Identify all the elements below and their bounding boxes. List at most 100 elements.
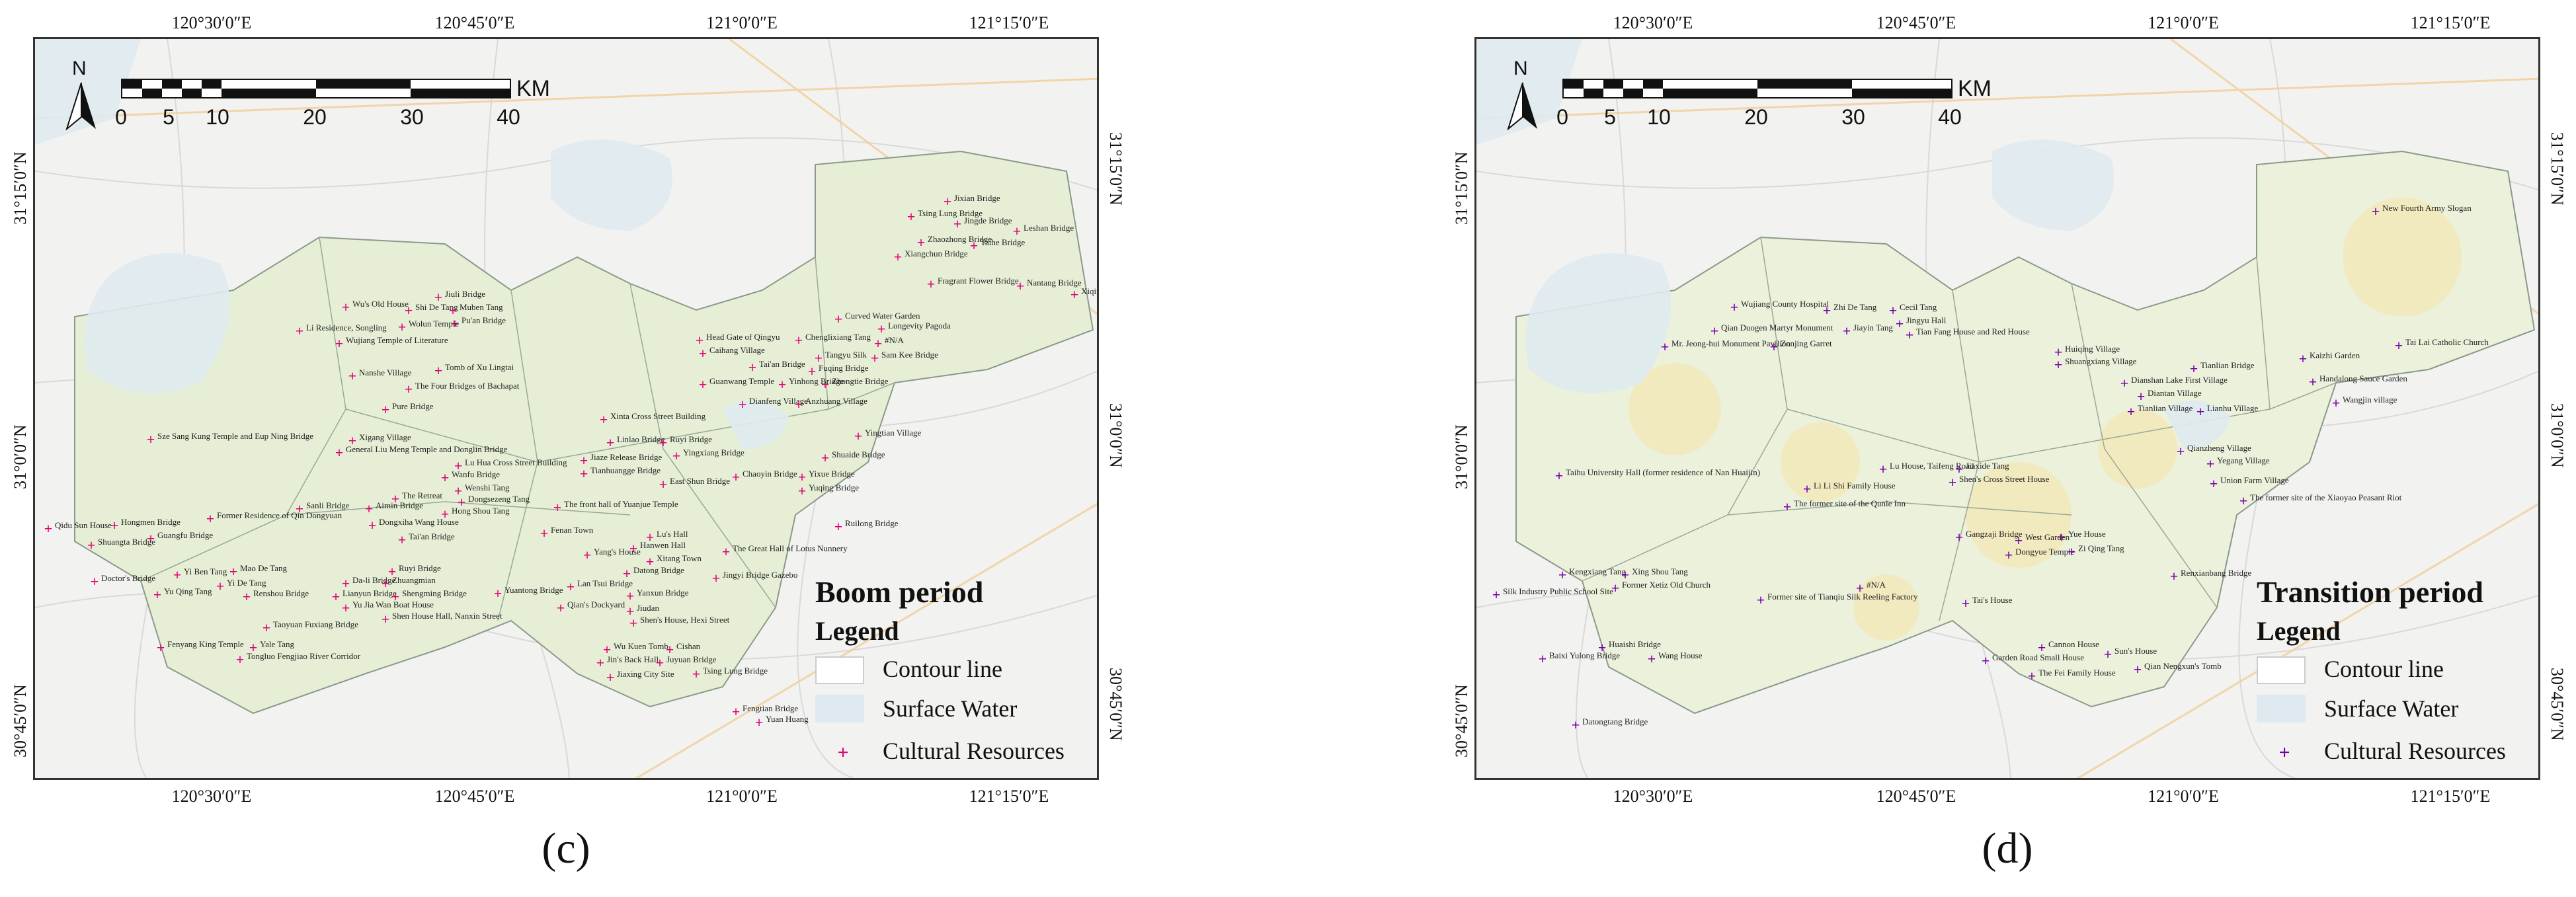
site-marker-icon[interactable]: + (457, 494, 466, 510)
site-marker-icon[interactable]: + (1783, 498, 1792, 515)
site-marker-icon[interactable]: + (672, 448, 681, 464)
site-marker-icon[interactable]: + (440, 469, 450, 486)
site-marker-icon[interactable]: + (778, 376, 787, 393)
site-marker-icon[interactable]: + (229, 563, 238, 580)
site-marker-icon[interactable]: + (110, 517, 119, 533)
site-marker-icon[interactable]: + (1611, 580, 1620, 596)
site-marker-icon[interactable]: + (834, 311, 843, 327)
site-marker-icon[interactable]: + (1492, 586, 1501, 603)
site-marker-icon[interactable]: + (645, 529, 655, 545)
site-marker-icon[interactable]: + (579, 465, 588, 482)
site-marker-icon[interactable]: + (146, 530, 155, 547)
site-marker-icon[interactable]: + (606, 669, 615, 685)
site-marker-icon[interactable]: + (794, 332, 803, 348)
site-marker-icon[interactable]: + (1981, 652, 1990, 669)
site-marker-icon[interactable]: + (1842, 323, 1851, 339)
site-marker-icon[interactable]: + (698, 345, 707, 362)
site-marker-icon[interactable]: + (1895, 315, 1904, 332)
site-marker-icon[interactable]: + (606, 434, 615, 451)
site-marker-icon[interactable]: + (2120, 375, 2129, 391)
site-marker-icon[interactable]: + (2054, 356, 2063, 373)
site-marker-icon[interactable]: + (173, 566, 182, 583)
site-marker-icon[interactable]: + (404, 302, 413, 319)
site-marker-icon[interactable]: + (1538, 650, 1547, 667)
site-marker-icon[interactable]: + (440, 506, 450, 522)
site-marker-icon[interactable]: + (1647, 650, 1656, 667)
site-marker-icon[interactable]: + (692, 666, 701, 682)
site-marker-icon[interactable]: + (448, 302, 458, 319)
site-marker-icon[interactable]: + (2027, 668, 2036, 684)
site-marker-icon[interactable]: + (2004, 547, 2013, 563)
site-marker-icon[interactable]: + (335, 444, 344, 461)
site-marker-icon[interactable]: + (2394, 337, 2403, 354)
site-marker-icon[interactable]: + (2126, 403, 2136, 420)
site-marker-icon[interactable]: + (1769, 338, 1779, 355)
site-marker-icon[interactable]: + (870, 350, 879, 366)
site-marker-icon[interactable]: + (235, 651, 245, 668)
map-panel-boom[interactable]: N 0 5 10 20 30 40 KM + Jixian Bridge + Tsin… (33, 37, 1099, 780)
site-marker-icon[interactable]: + (2136, 388, 2146, 405)
site-marker-icon[interactable]: + (665, 641, 674, 658)
site-marker-icon[interactable]: + (364, 500, 374, 517)
site-marker-icon[interactable]: + (397, 319, 407, 335)
site-marker-icon[interactable]: + (1660, 338, 1670, 355)
site-marker-icon[interactable]: + (2176, 443, 2185, 459)
site-marker-icon[interactable]: + (1855, 580, 1865, 596)
site-marker-icon[interactable]: + (1730, 299, 1739, 315)
site-marker-icon[interactable]: + (2239, 492, 2248, 509)
site-marker-icon[interactable]: + (2054, 344, 2063, 360)
site-marker-icon[interactable]: + (1888, 302, 1898, 319)
site-marker-icon[interactable]: + (44, 520, 53, 537)
site-marker-icon[interactable]: + (216, 578, 225, 594)
site-marker-icon[interactable]: + (391, 490, 400, 507)
site-marker-icon[interactable]: + (2206, 455, 2215, 472)
site-marker-icon[interactable]: + (454, 457, 463, 474)
site-marker-icon[interactable]: + (698, 376, 707, 393)
site-marker-icon[interactable]: + (242, 588, 251, 605)
site-marker-icon[interactable]: + (387, 563, 397, 580)
site-marker-icon[interactable]: + (926, 276, 936, 292)
site-marker-icon[interactable]: + (1597, 639, 1607, 656)
site-marker-icon[interactable]: + (381, 575, 390, 592)
site-marker-icon[interactable]: + (153, 586, 162, 603)
site-marker-icon[interactable]: + (295, 500, 304, 517)
site-marker-icon[interactable]: + (1571, 717, 1580, 733)
site-marker-icon[interactable]: + (821, 449, 830, 466)
site-marker-icon[interactable]: + (622, 565, 631, 582)
site-marker-icon[interactable]: + (335, 335, 344, 352)
site-marker-icon[interactable]: + (90, 573, 99, 590)
site-marker-icon[interactable]: + (711, 570, 721, 586)
site-marker-icon[interactable]: + (206, 510, 215, 527)
site-marker-icon[interactable]: + (821, 376, 830, 393)
site-marker-icon[interactable]: + (1948, 474, 1957, 490)
site-marker-icon[interactable]: + (625, 603, 635, 619)
site-marker-icon[interactable]: + (1070, 286, 1079, 303)
site-marker-icon[interactable]: + (434, 289, 443, 305)
site-marker-icon[interactable]: + (2103, 646, 2113, 662)
site-marker-icon[interactable]: + (579, 452, 588, 469)
site-marker-icon[interactable]: + (893, 249, 903, 265)
site-marker-icon[interactable]: + (2133, 661, 2142, 678)
site-marker-icon[interactable]: + (659, 476, 668, 492)
site-marker-icon[interactable]: + (391, 588, 400, 605)
site-marker-icon[interactable]: + (1621, 566, 1630, 583)
site-marker-icon[interactable]: + (2308, 373, 2317, 390)
site-marker-icon[interactable]: + (731, 469, 741, 485)
site-marker-icon[interactable]: + (602, 641, 612, 658)
site-marker-icon[interactable]: + (1558, 566, 1567, 583)
site-marker-icon[interactable]: + (341, 299, 350, 315)
site-marker-icon[interactable]: + (794, 396, 803, 412)
site-marker-icon[interactable]: + (1012, 223, 1022, 239)
site-marker-icon[interactable]: + (2189, 360, 2198, 377)
site-marker-icon[interactable]: + (943, 193, 952, 210)
site-marker-icon[interactable]: + (553, 499, 562, 516)
site-marker-icon[interactable]: + (1554, 467, 1564, 484)
site-marker-icon[interactable]: + (625, 588, 635, 604)
site-marker-icon[interactable]: + (2169, 568, 2179, 584)
site-marker-icon[interactable]: + (738, 396, 747, 412)
site-marker-icon[interactable]: + (721, 543, 731, 560)
site-marker-icon[interactable]: + (599, 411, 608, 428)
site-marker-icon[interactable]: + (341, 600, 350, 616)
site-marker-icon[interactable]: + (695, 332, 704, 348)
site-marker-icon[interactable]: + (404, 381, 413, 397)
